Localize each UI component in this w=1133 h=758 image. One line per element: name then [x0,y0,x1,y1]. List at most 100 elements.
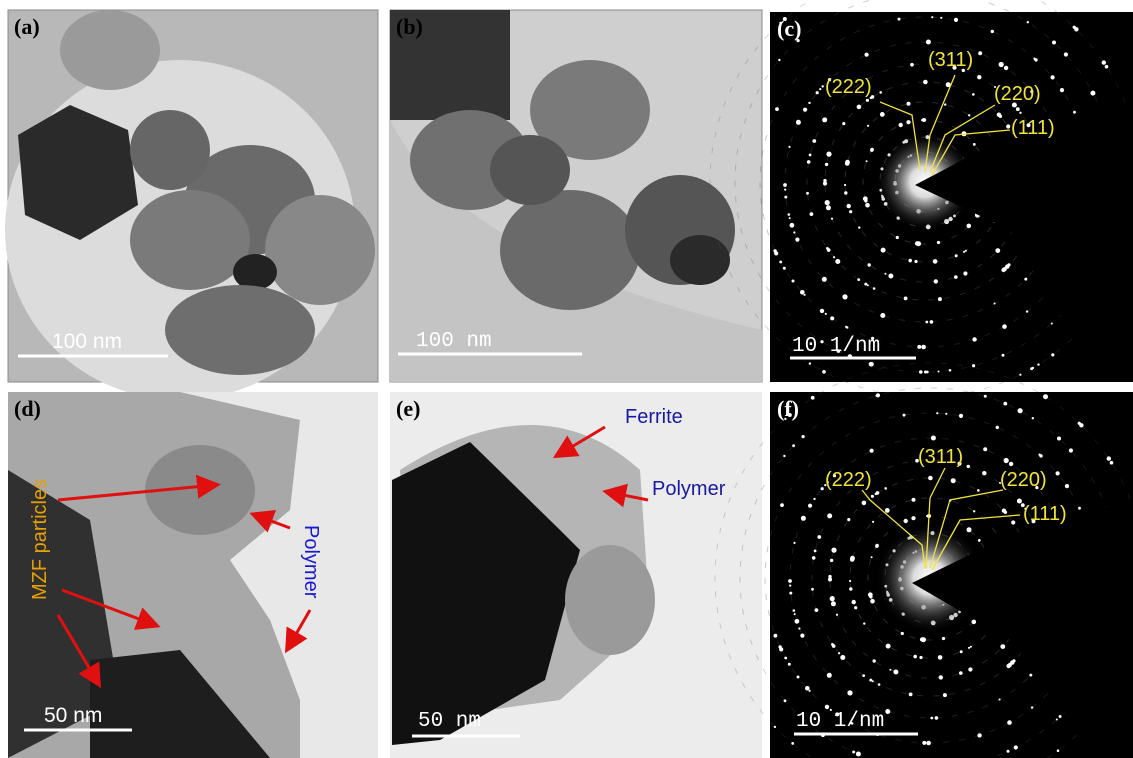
diffraction-spot [788,663,791,666]
diffraction-spot [982,471,986,475]
diffraction-spot [972,620,977,625]
diffraction-spot [857,105,862,110]
diffraction-spot [827,513,832,518]
diffraction-spot [968,667,972,671]
diffraction-spot [796,120,801,125]
diffraction-spot [1073,111,1076,114]
diffraction-spot [1003,402,1007,406]
panel-label: (f) [777,396,799,421]
diffraction-spot [919,656,922,659]
diffraction-spot [1032,417,1034,419]
diffraction-spot [1034,58,1037,61]
diffraction-spot [808,102,810,104]
diffraction-spot [844,191,847,194]
diffraction-spot [977,733,981,737]
diffraction-spot [1026,310,1028,312]
diffraction-spot [862,501,867,506]
diffraction-spot [1018,408,1023,413]
diffraction-spot [1065,484,1069,488]
diffraction-spot [922,741,926,745]
diffraction-spot [850,556,855,561]
diffraction-spot [858,226,860,228]
diffraction-spot [1039,454,1042,457]
annotation: (111) [1023,503,1067,525]
diffraction-spot [831,548,836,553]
diffraction-spot [1007,750,1010,753]
diffraction-spot [804,294,806,296]
diffraction-spot [1007,263,1010,266]
diffraction-spot [949,369,952,372]
diffraction-spot [879,91,882,94]
diffraction-spot [1016,107,1020,111]
diffraction-spot [836,614,838,616]
diffraction-spot [1037,363,1039,365]
diffraction-spot [838,652,840,654]
diffraction-spot [795,619,800,624]
scale-bar-label: 100 nm [416,330,492,353]
diffraction-spot [1029,674,1032,677]
diffraction-spot [792,444,795,447]
diffraction-spot [1012,659,1015,662]
diffraction-spot [896,236,899,239]
diffraction-spot [1024,278,1027,281]
diffraction-spot [784,196,787,199]
diffraction-spot [1057,749,1060,752]
diffraction-spot [933,260,936,263]
diffraction-spot [1043,394,1048,399]
diffraction-spot [970,646,972,648]
diffraction-spot [922,118,926,122]
diffraction-spot [984,395,987,398]
diffraction-spot [774,251,778,255]
diffraction-spot [875,395,877,397]
diffraction-spot [954,275,958,279]
diffraction-spot [873,659,876,662]
diffraction-spot [942,637,945,640]
panel-b [390,10,762,382]
diffraction-spot [999,699,1001,701]
diffraction-spot [923,80,928,85]
diffraction-spot [931,436,936,441]
diffraction-spot [972,337,976,341]
diffraction-spot [801,516,806,521]
diffraction-spot [835,259,840,264]
diffraction-spot [854,606,857,609]
diffraction-spot [774,634,778,638]
diffraction-spot [809,362,811,364]
diffraction-spot [819,88,821,90]
scale-bar-label: 50 nm [418,710,481,733]
diffraction-spot [869,679,872,682]
diffraction-spot [802,435,805,438]
diffraction-spot [943,693,947,697]
diffraction-spot [1030,367,1033,370]
diffraction-spot [1057,437,1061,441]
panel-e [390,392,762,758]
diffraction-spot [1051,353,1054,356]
diffraction-spot [912,498,916,502]
diffraction-spot [815,608,819,612]
diffraction-spot [1014,745,1018,749]
diffraction-spot [783,183,787,187]
diffraction-spot [847,204,851,208]
diffraction-spot [967,224,972,229]
diffraction-spot [870,449,874,453]
annotation: Ferrite [625,406,683,428]
diffraction-spot [784,189,786,191]
diffraction-spot [977,75,981,79]
diffraction-spot [1090,91,1095,96]
diffraction-spot [780,503,784,507]
diffraction-spot [968,114,970,116]
diffraction-spot [789,592,792,595]
diffraction-spot [963,271,967,275]
diffraction-spot [783,455,785,457]
diffraction-spot [849,210,852,213]
diffraction-spot [789,585,791,587]
diffraction-spot [959,671,963,675]
diffraction-spot [842,122,845,125]
diffraction-spot [928,476,933,481]
diffraction-spot [968,647,970,649]
diffraction-spot [809,690,811,692]
diffraction-spot [919,370,923,374]
diffraction-spot [994,303,996,305]
diffraction-spot [822,277,827,282]
panel-label: (a) [14,14,40,39]
